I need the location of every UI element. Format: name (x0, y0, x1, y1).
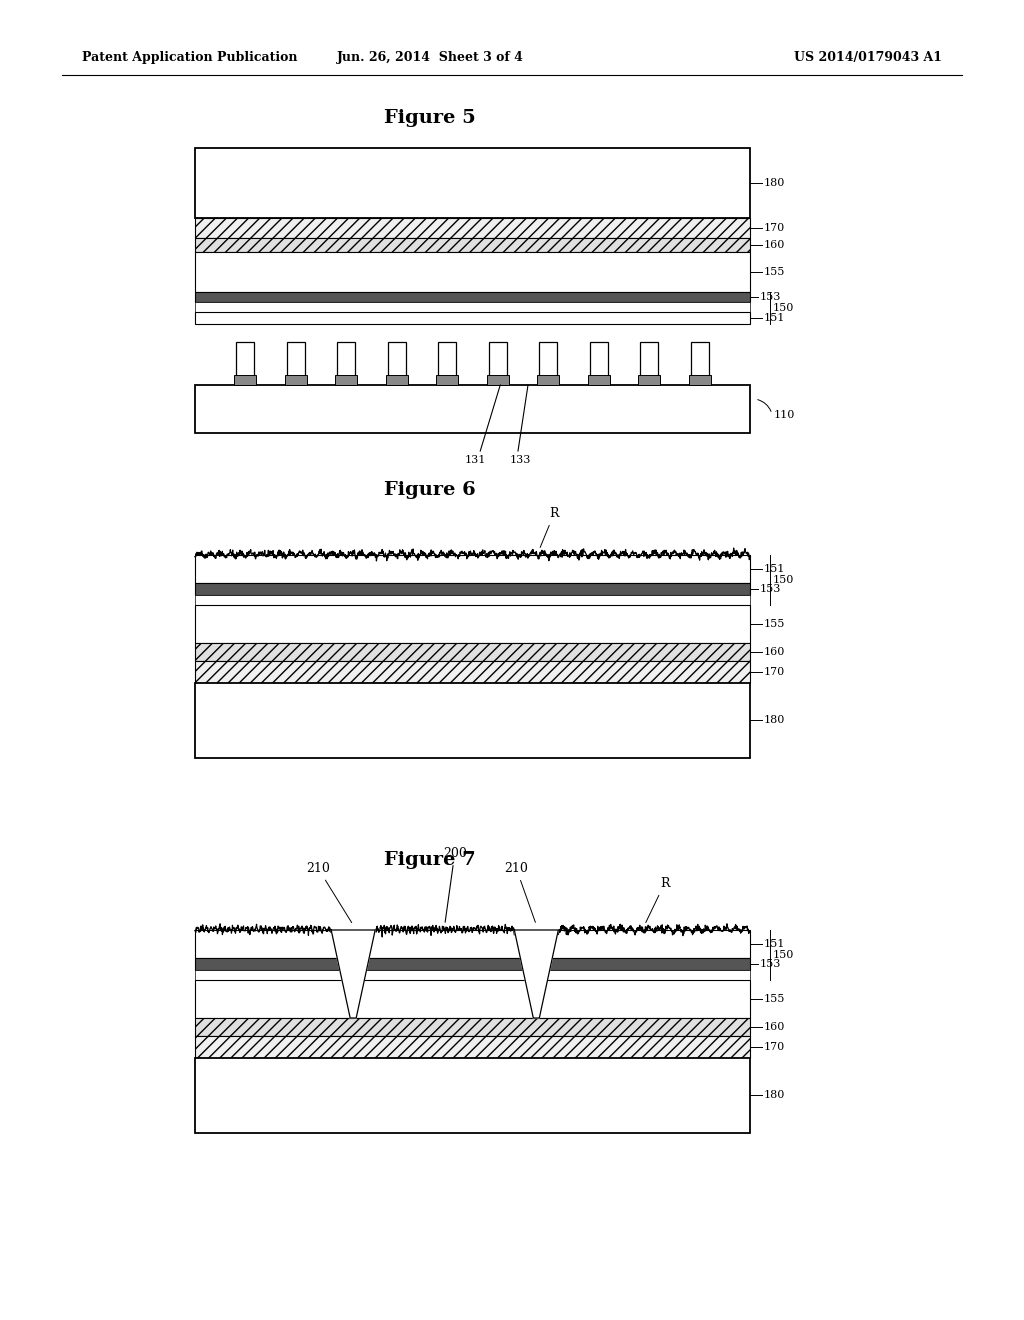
Bar (590, 342, 607, 378)
Bar (690, 342, 709, 378)
Text: 200: 200 (442, 847, 467, 923)
Text: 131: 131 (465, 455, 486, 465)
Bar (195, 661, 750, 682)
Text: 170: 170 (764, 667, 785, 677)
Text: 160: 160 (764, 647, 785, 657)
Text: R: R (646, 876, 670, 923)
Text: 150: 150 (773, 950, 795, 960)
Text: 155: 155 (764, 619, 785, 630)
Bar (195, 312, 750, 323)
Bar (195, 292, 750, 302)
Bar (195, 958, 750, 970)
Text: 151: 151 (764, 939, 785, 949)
Text: 160: 160 (764, 1022, 785, 1032)
Bar (386, 375, 408, 385)
Text: 110: 110 (774, 411, 796, 420)
Bar (638, 375, 660, 385)
Bar (195, 238, 750, 252)
Bar (436, 375, 459, 385)
Bar (195, 148, 750, 218)
Bar (195, 554, 750, 583)
Text: 155: 155 (764, 994, 785, 1005)
Bar (195, 931, 750, 958)
Text: 153: 153 (760, 583, 781, 594)
Bar (237, 342, 254, 378)
Bar (234, 375, 256, 385)
Bar (195, 605, 750, 643)
Bar (195, 252, 750, 292)
Bar (195, 1036, 750, 1059)
Bar (486, 375, 509, 385)
Bar (195, 682, 750, 758)
Text: 155: 155 (764, 267, 785, 277)
Text: 153: 153 (760, 292, 781, 302)
Bar (540, 342, 557, 378)
Bar (195, 385, 750, 433)
Text: 170: 170 (764, 1041, 785, 1052)
Bar (688, 375, 711, 385)
Text: 150: 150 (773, 576, 795, 585)
Text: 153: 153 (760, 960, 781, 969)
Bar (195, 1018, 750, 1036)
Text: 180: 180 (764, 1090, 785, 1100)
Text: 151: 151 (764, 564, 785, 574)
Bar (640, 342, 658, 378)
Bar (588, 375, 609, 385)
Text: Patent Application Publication: Patent Application Publication (82, 51, 298, 65)
Bar (285, 375, 307, 385)
Text: 210: 210 (505, 862, 536, 923)
Text: Figure 7: Figure 7 (384, 851, 476, 869)
Bar (195, 643, 750, 661)
Bar (438, 342, 457, 378)
Bar (195, 302, 750, 312)
Bar (195, 970, 750, 979)
Text: 170: 170 (764, 223, 785, 234)
Bar (195, 595, 750, 605)
Text: 180: 180 (764, 715, 785, 725)
Bar (195, 979, 750, 1018)
Bar (488, 342, 507, 378)
Text: Figure 6: Figure 6 (384, 480, 476, 499)
Text: 133: 133 (509, 455, 530, 465)
Text: Figure 5: Figure 5 (384, 110, 476, 127)
Text: 160: 160 (764, 240, 785, 249)
Bar (287, 342, 305, 378)
Bar (336, 375, 357, 385)
Bar (195, 583, 750, 595)
Bar (195, 218, 750, 238)
Bar (538, 375, 559, 385)
Polygon shape (514, 931, 558, 1018)
Bar (337, 342, 355, 378)
Text: US 2014/0179043 A1: US 2014/0179043 A1 (794, 51, 942, 65)
Bar (388, 342, 406, 378)
Bar (195, 1059, 750, 1133)
Text: 151: 151 (764, 313, 785, 323)
Text: 210: 210 (306, 862, 351, 923)
Text: 150: 150 (773, 304, 795, 313)
Text: R: R (540, 507, 559, 548)
Polygon shape (331, 931, 375, 1018)
Text: Jun. 26, 2014  Sheet 3 of 4: Jun. 26, 2014 Sheet 3 of 4 (337, 51, 523, 65)
Text: 180: 180 (764, 178, 785, 187)
